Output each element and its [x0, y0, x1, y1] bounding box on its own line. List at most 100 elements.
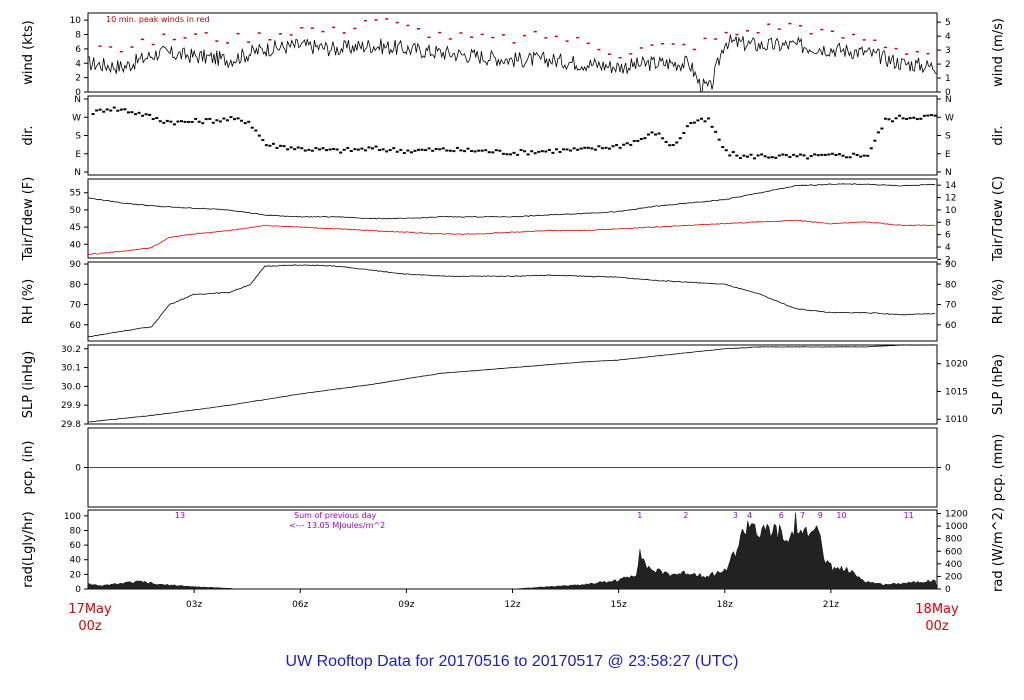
tick-label-left: 45 [70, 223, 81, 233]
direction-point [519, 149, 523, 152]
tick-label-right: 0 [945, 464, 951, 474]
direction-point [307, 148, 311, 151]
direction-point [703, 120, 707, 123]
panel-frame [87, 178, 938, 259]
direction-point [286, 148, 290, 151]
peak-wind-mark [554, 35, 558, 38]
direction-point [321, 147, 325, 150]
direction-point [190, 120, 194, 123]
peak-wind-mark [374, 19, 378, 21]
direction-point [689, 122, 693, 125]
chart-title: UW Rooftop Data for 20170516 to 20170517… [286, 653, 739, 670]
direction-point [802, 154, 806, 157]
direction-point [537, 150, 541, 153]
direction-point [845, 156, 849, 159]
tick-label-left: W [72, 113, 81, 123]
peak-wind-mark [905, 53, 909, 55]
direction-point [919, 117, 923, 120]
direction-point [300, 147, 304, 150]
peak-wind-mark [692, 48, 696, 51]
direction-point [869, 147, 873, 150]
direction-point [841, 154, 845, 157]
direction-point [799, 153, 803, 156]
tick-label-right: 1015 [945, 387, 968, 397]
tick-label-left: 29.8 [61, 420, 81, 430]
panel-radiation: rad(Lgly/hr) rad (W/m^2)02040608010002004… [21, 507, 1006, 595]
direction-point [848, 156, 852, 159]
peak-wind-mark [438, 31, 442, 34]
direction-point [777, 154, 781, 157]
direction-point [735, 154, 739, 157]
tick-label-right: W [945, 113, 954, 123]
x-tick-label: 15z [611, 600, 627, 610]
direction-point [303, 149, 307, 152]
direction-point [731, 151, 735, 154]
direction-point [540, 150, 544, 153]
tick-label-left: 90 [70, 260, 82, 270]
tick-label-left: 6 [75, 45, 81, 55]
direction-point [600, 147, 604, 150]
direction-point [155, 117, 159, 120]
tick-label-left: 100 [64, 512, 81, 522]
direction-point [880, 127, 884, 130]
y-axis-label-right: pcp. (mm) [991, 434, 1006, 501]
direction-point [590, 147, 594, 150]
peak-wind-mark [809, 32, 813, 35]
direction-point [392, 147, 396, 150]
direction-point [225, 119, 229, 122]
direction-point [427, 147, 431, 150]
tick-label-left: 29.9 [61, 401, 81, 411]
peak-wind-mark [119, 50, 123, 53]
hour-label: 11 [904, 511, 914, 520]
peak-wind-mark [639, 47, 643, 49]
direction-point [264, 144, 268, 147]
direction-point [760, 153, 764, 156]
direction-point [240, 119, 244, 122]
direction-point [788, 155, 792, 158]
direction-point [823, 153, 827, 156]
peak-wind-mark [310, 27, 314, 29]
direction-point [434, 147, 438, 150]
tick-label-left: E [75, 150, 81, 160]
peak-wind-mark [459, 32, 463, 34]
direction-point [261, 139, 265, 142]
direction-point [371, 147, 374, 150]
peak-wind-mark [98, 45, 102, 47]
hour-label: 13 [175, 511, 185, 520]
tick-label-left: 30.0 [61, 382, 81, 392]
direction-point [646, 133, 650, 136]
direction-point [204, 118, 208, 121]
direction-point [342, 148, 346, 151]
direction-point [477, 149, 481, 152]
direction-point [625, 142, 629, 145]
direction-point [523, 150, 527, 153]
peak-wind-mark [915, 51, 919, 53]
direction-point [172, 123, 176, 126]
y-axis-label-right: rad (W/m^2) [991, 507, 1006, 592]
direction-point [480, 149, 484, 152]
direction-point [187, 120, 191, 123]
direction-point [109, 109, 113, 112]
peak-wind-mark [533, 30, 537, 33]
direction-point [852, 152, 856, 155]
direction-point [576, 148, 580, 151]
direction-point [636, 139, 640, 142]
hour-label: 7 [800, 511, 805, 520]
direction-point [130, 111, 134, 114]
tick-label-right: 0 [945, 585, 951, 595]
direction-point [218, 120, 222, 123]
direction-point [448, 149, 452, 152]
direction-point [314, 147, 318, 150]
series-RH-line [87, 264, 936, 338]
tick-label-right: 1010 [945, 415, 968, 425]
direction-point [420, 148, 424, 151]
direction-point [289, 146, 293, 149]
tick-label-left: 4 [75, 59, 81, 69]
direction-point [774, 156, 778, 159]
peak-wind-mark [130, 46, 134, 48]
direction-point [328, 148, 332, 151]
peak-wind-mark [714, 38, 718, 40]
direction-point [901, 117, 905, 120]
direction-point [837, 153, 841, 156]
direction-point [201, 122, 205, 125]
